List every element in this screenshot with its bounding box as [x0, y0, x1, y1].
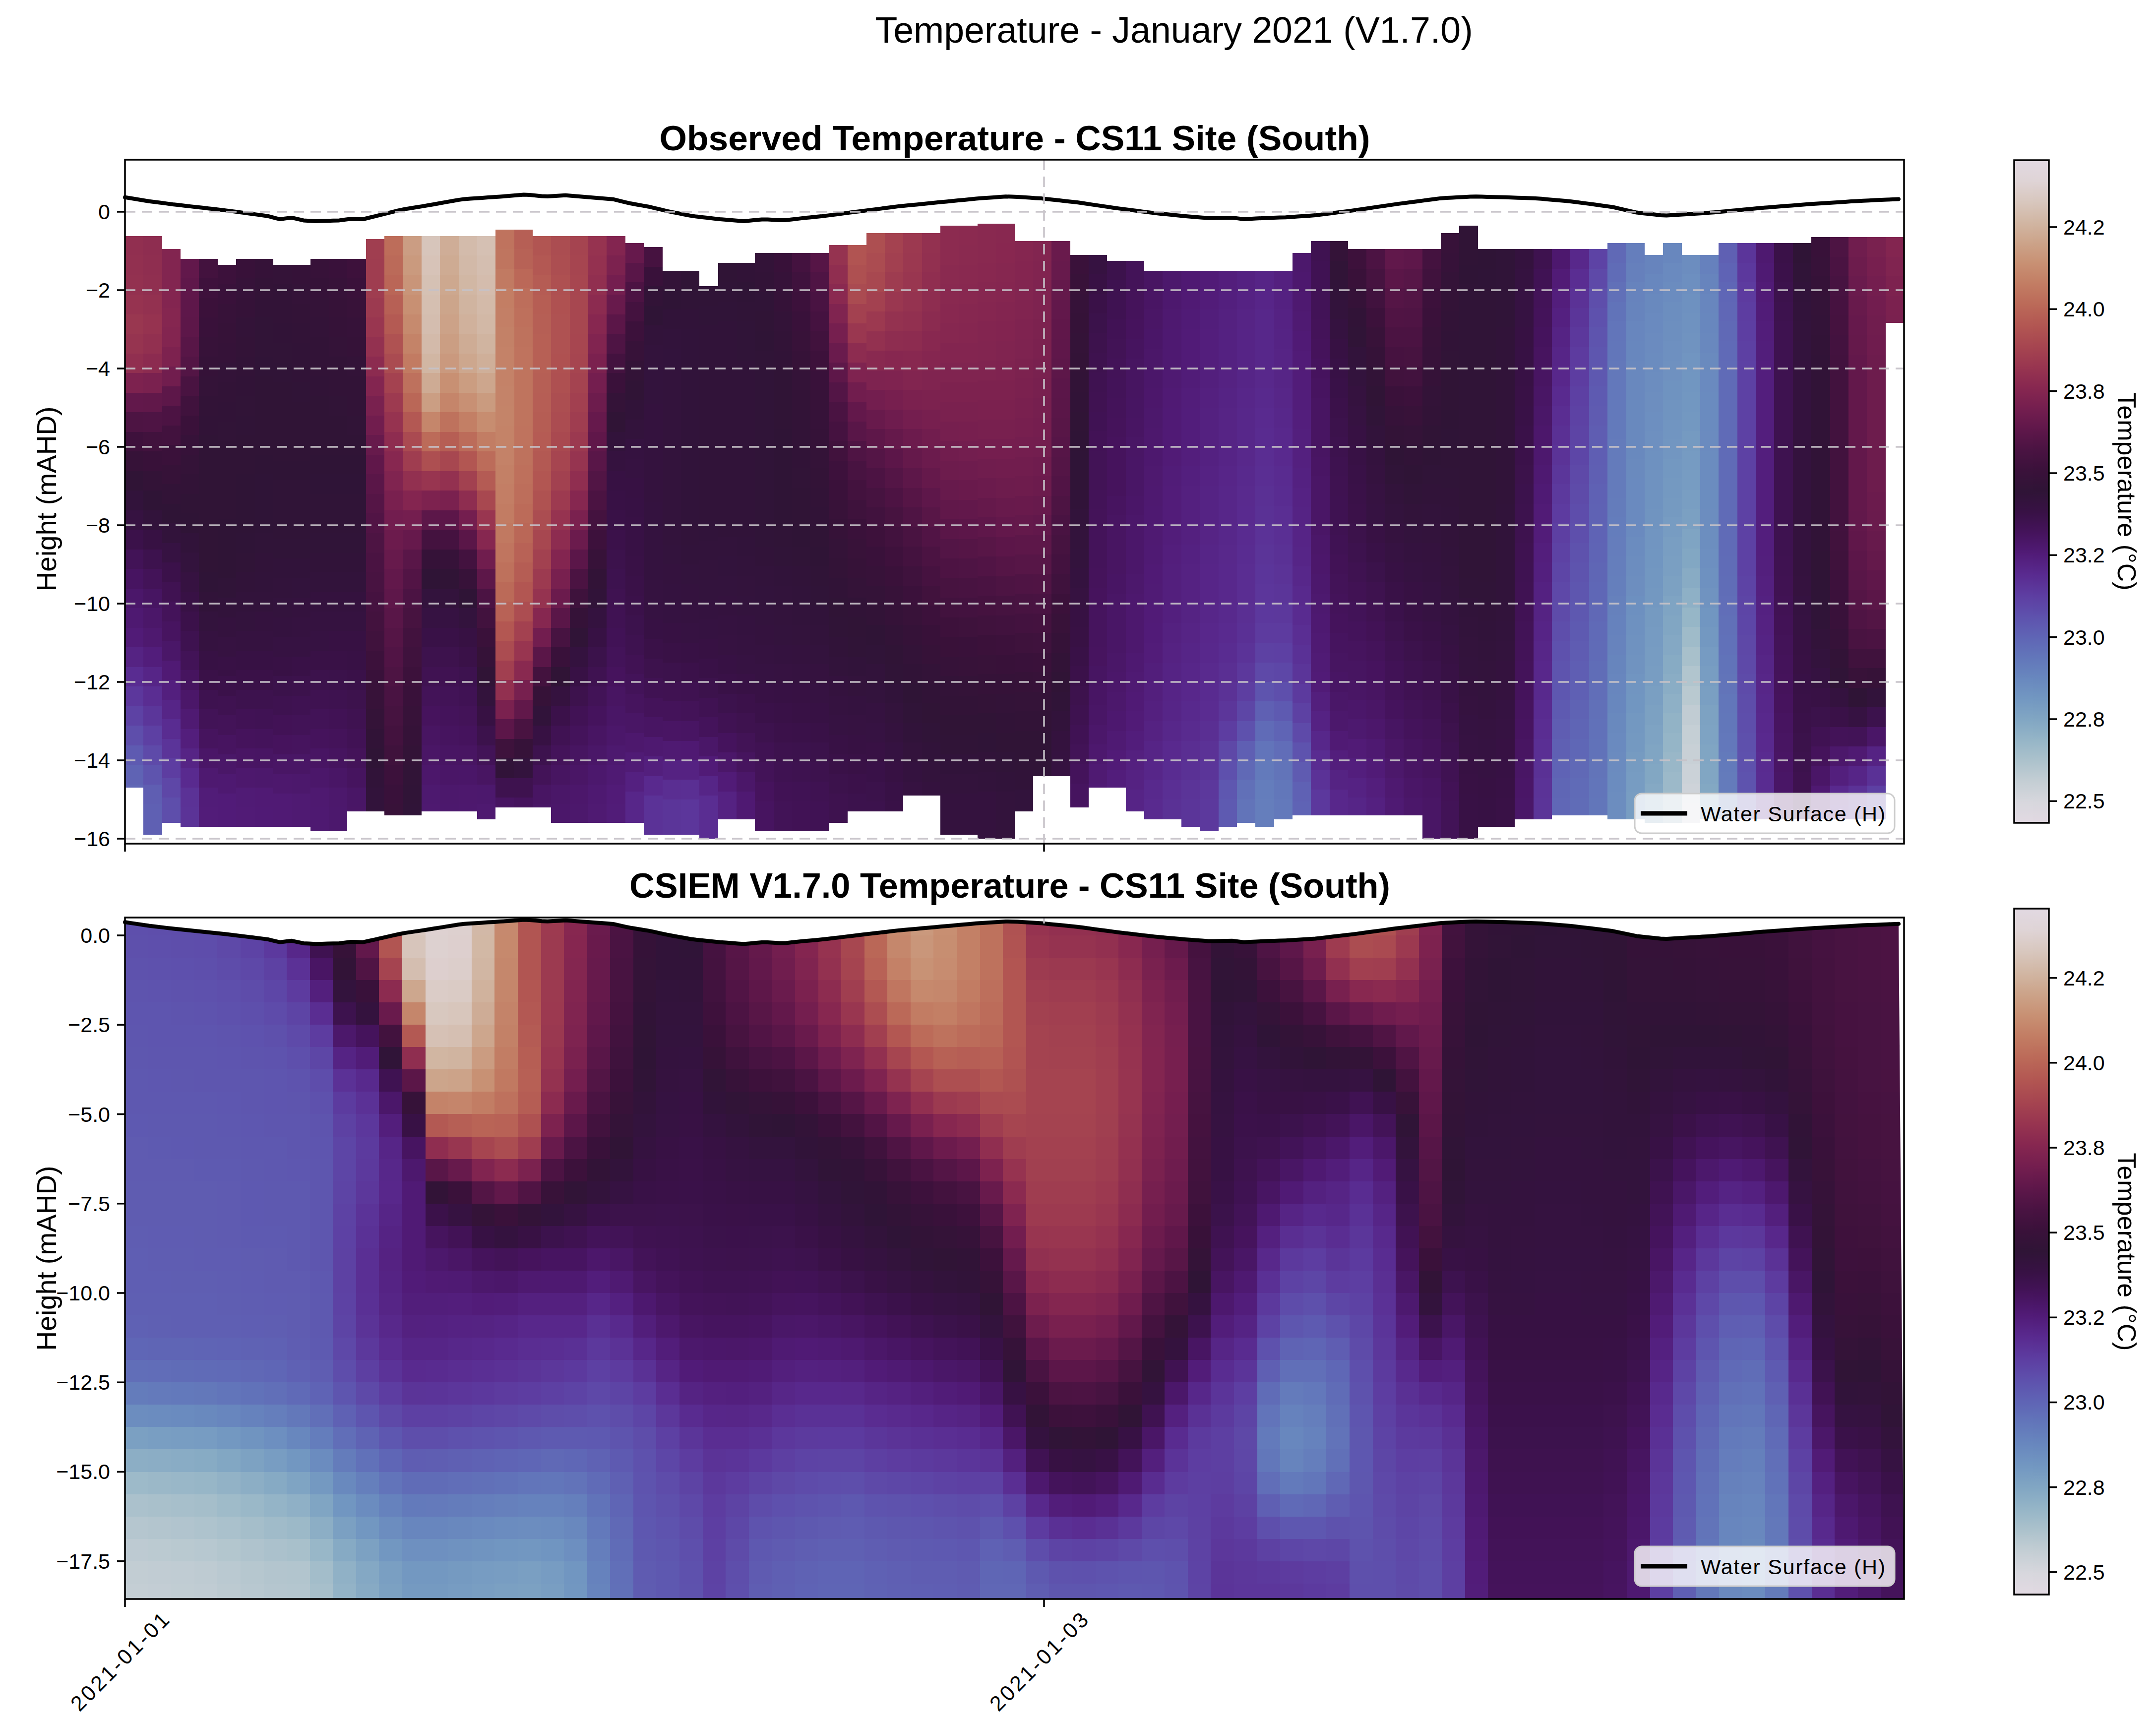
svg-text:Height (mAHD): Height (mAHD): [31, 1166, 62, 1351]
svg-text:−6: −6: [86, 435, 110, 459]
svg-text:23.5: 23.5: [2063, 1221, 2105, 1244]
svg-text:23.5: 23.5: [2063, 461, 2105, 485]
svg-text:0.0: 0.0: [80, 923, 110, 947]
svg-text:Observed Temperature - CS11 Si: Observed Temperature - CS11 Site (South): [660, 118, 1370, 158]
svg-text:23.0: 23.0: [2063, 625, 2105, 649]
svg-text:−10.0: −10.0: [56, 1281, 110, 1305]
svg-text:−5.0: −5.0: [68, 1103, 110, 1126]
svg-text:−14: −14: [74, 748, 110, 772]
svg-text:24.2: 24.2: [2063, 966, 2105, 990]
svg-text:22.8: 22.8: [2063, 1476, 2105, 1499]
svg-text:Height (mAHD): Height (mAHD): [31, 407, 62, 592]
svg-text:−8: −8: [86, 513, 110, 537]
svg-text:23.8: 23.8: [2063, 1136, 2105, 1160]
svg-text:−12.5: −12.5: [56, 1370, 110, 1394]
svg-text:24.0: 24.0: [2063, 1051, 2105, 1075]
svg-text:−2.5: −2.5: [68, 1013, 110, 1037]
svg-text:22.5: 22.5: [2063, 1560, 2105, 1584]
svg-text:Temperature - January 2021 (V1: Temperature - January 2021 (V1.7.0): [875, 9, 1473, 51]
svg-text:−2: −2: [86, 278, 110, 302]
svg-text:22.8: 22.8: [2063, 707, 2105, 731]
svg-text:−4: −4: [86, 357, 110, 380]
svg-text:23.2: 23.2: [2063, 543, 2105, 567]
svg-text:−7.5: −7.5: [68, 1192, 110, 1216]
svg-text:23.0: 23.0: [2063, 1390, 2105, 1414]
svg-text:Temperature (°C): Temperature (°C): [2112, 1153, 2141, 1351]
svg-text:−10: −10: [74, 592, 110, 615]
svg-text:−12: −12: [74, 670, 110, 694]
svg-text:−16: −16: [74, 827, 110, 851]
svg-text:Water Surface (H): Water Surface (H): [1701, 1555, 1886, 1579]
svg-text:24.0: 24.0: [2063, 297, 2105, 321]
svg-text:23.8: 23.8: [2063, 379, 2105, 403]
svg-text:Temperature (°C): Temperature (°C): [2112, 392, 2141, 590]
svg-text:23.2: 23.2: [2063, 1305, 2105, 1329]
svg-text:22.5: 22.5: [2063, 789, 2105, 813]
svg-text:−15.0: −15.0: [56, 1460, 110, 1483]
svg-text:CSIEM V1.7.0 Temperature - CS1: CSIEM V1.7.0 Temperature - CS11 Site (So…: [629, 866, 1390, 905]
svg-text:0: 0: [98, 200, 110, 224]
svg-text:Water Surface (H): Water Surface (H): [1701, 802, 1886, 826]
svg-text:24.2: 24.2: [2063, 215, 2105, 239]
svg-text:−17.5: −17.5: [56, 1549, 110, 1573]
